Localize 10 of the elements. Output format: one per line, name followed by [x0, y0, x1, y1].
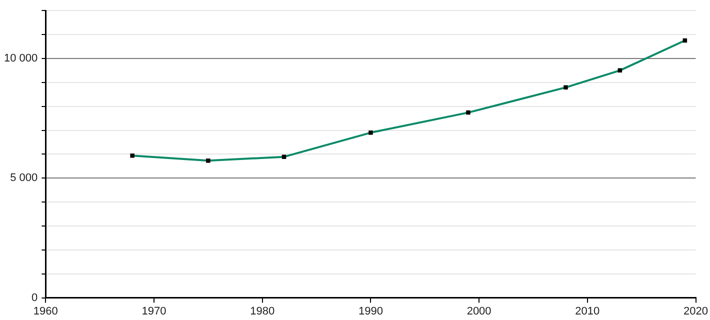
y-tick-label: 10 000 — [4, 52, 38, 64]
x-tick-label: 1960 — [33, 305, 58, 318]
x-tick-label: 1970 — [142, 305, 166, 318]
x-tick-label: 1990 — [358, 305, 383, 318]
x-tick-label: 2010 — [575, 305, 600, 318]
y-tick-label: 0 — [32, 292, 38, 304]
x-tick-label: 2000 — [466, 305, 492, 318]
x-tick-label: 2020 — [684, 305, 708, 318]
y-tick-label: 5 000 — [10, 172, 38, 184]
x-tick-label: 1980 — [250, 305, 275, 318]
